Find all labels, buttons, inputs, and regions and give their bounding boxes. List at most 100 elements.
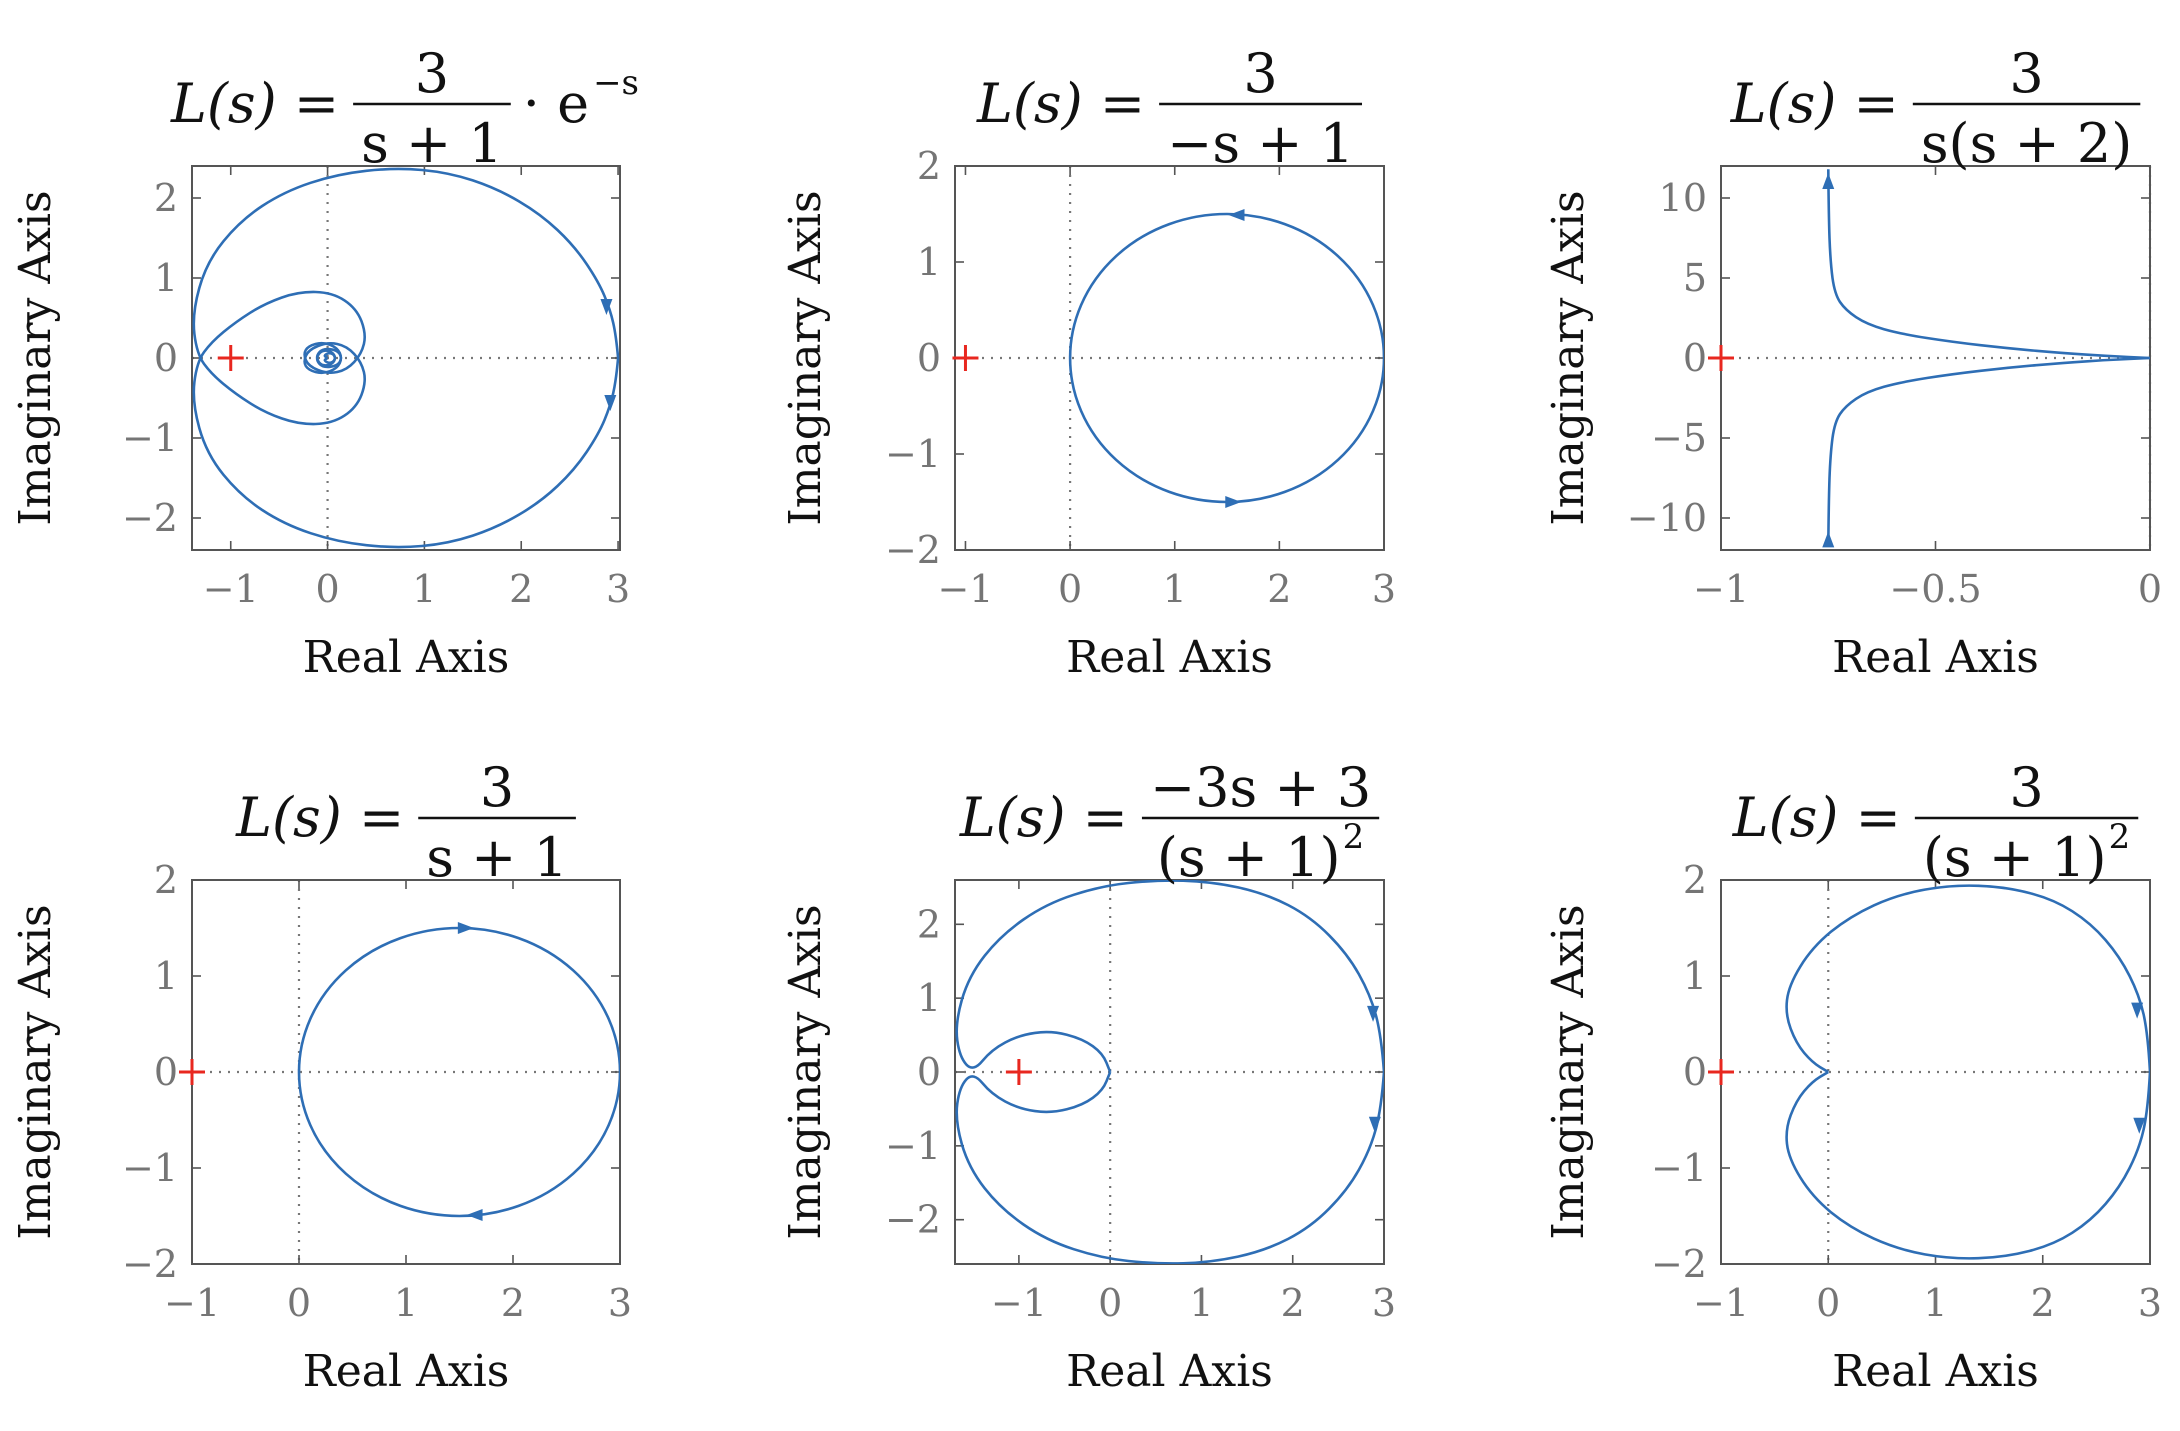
x-axis-label: Real Axis (303, 1346, 510, 1397)
direction-arrow (600, 299, 613, 315)
title-numerator: 3 (480, 756, 514, 819)
title-numerator: 3 (415, 42, 449, 105)
title-numerator: 3 (2009, 42, 2043, 105)
x-tick-label: 2 (501, 1281, 525, 1325)
y-tick-label: −2 (885, 1198, 941, 1242)
nyquist-curve (1785, 1070, 2150, 1260)
x-tick-label: −1 (937, 567, 993, 611)
title-exponent: −s (593, 63, 639, 103)
direction-arrow (1368, 1116, 1381, 1133)
title-lhs: L(s) = (235, 786, 404, 849)
title-denominator: s + 1 (426, 826, 568, 889)
x-axis-label: Real Axis (1832, 632, 2039, 683)
title-lhs: L(s) = (1732, 786, 1901, 849)
x-tick-label: 2 (2031, 1281, 2055, 1325)
direction-arrow (1822, 173, 1835, 189)
title-denominator: s + 1 (361, 112, 503, 175)
direction-arrow (1228, 208, 1245, 221)
direction-arrow (1367, 1005, 1380, 1022)
title-numerator: 3 (2009, 756, 2043, 819)
x-tick-label: 0 (1816, 1281, 1840, 1325)
y-tick-label: 1 (1683, 954, 1707, 998)
critical-point-marker (217, 345, 244, 371)
nyquist-panel: −1 −0.5 0 −10 −5 0 5 10 Real Axis Imaginary Axis L… (1543, 42, 2162, 683)
x-axis-label: Real Axis (1832, 1346, 2039, 1397)
y-tick-label: 1 (154, 954, 178, 998)
y-tick-label: −1 (1651, 1146, 1707, 1190)
x-tick-label: 1 (1923, 1281, 1947, 1325)
x-tick-label: 1 (1163, 567, 1187, 611)
y-tick-label: 1 (154, 256, 178, 300)
critical-point-marker (1708, 1059, 1734, 1085)
y-tick-label: −1 (122, 1146, 178, 1190)
x-tick-label: 0 (315, 567, 339, 611)
title-numerator: −3s + 3 (1150, 756, 1371, 819)
y-tick-label: 2 (917, 144, 941, 188)
title-denominator-exponent: 2 (2109, 817, 2131, 857)
y-tick-label: −2 (1651, 1242, 1707, 1286)
title-lhs: L(s) = (1730, 72, 1899, 135)
y-axis-label: Imaginary Axis (10, 190, 61, 525)
nyquist-curve (1827, 356, 2150, 547)
x-tick-label: −1 (1693, 567, 1749, 611)
y-tick-label: 1 (917, 240, 941, 284)
title-denominator: −s + 1 (1167, 112, 1354, 175)
y-tick-label: 0 (154, 336, 178, 380)
y-axis-label: Imaginary Axis (780, 190, 831, 525)
critical-point-marker (1708, 345, 1734, 371)
title-lhs: L(s) = (170, 72, 339, 135)
nyquist-curve (192, 290, 620, 549)
x-tick-label: 1 (394, 1281, 418, 1325)
chart-title: L(s) = 3 (s + 1) 2 (1732, 756, 2139, 889)
title-denominator: (s + 1) (1923, 826, 2107, 889)
title-numerator: 3 (1243, 42, 1277, 105)
x-tick-label: 2 (509, 567, 533, 611)
direction-arrow (604, 395, 617, 411)
x-tick-label: 0 (287, 1281, 311, 1325)
y-tick-label: −2 (885, 528, 941, 572)
direction-arrow (1822, 531, 1835, 548)
direction-arrow (466, 1209, 483, 1222)
nyquist-curve (955, 1071, 1384, 1264)
x-tick-label: −1 (164, 1281, 220, 1325)
y-tick-label: 2 (154, 858, 178, 902)
x-tick-label: −1 (203, 567, 259, 611)
y-axis-label: Imaginary Axis (780, 904, 831, 1239)
direction-arrow (2131, 1002, 2144, 1019)
title-suffix: · e (523, 72, 589, 135)
x-axis-label: Real Axis (1066, 632, 1273, 683)
y-tick-label: −1 (885, 432, 941, 476)
critical-point-marker (1005, 1059, 1032, 1085)
y-tick-label: 5 (1683, 256, 1707, 300)
x-tick-label: 2 (1267, 567, 1291, 611)
x-tick-label: 0 (2138, 567, 2162, 611)
y-tick-label: −1 (885, 1124, 941, 1168)
y-tick-label: 2 (1683, 858, 1707, 902)
title-lhs: L(s) = (959, 786, 1128, 849)
nyquist-curve (1785, 884, 2150, 1074)
direction-arrow (457, 922, 474, 934)
title-lhs: L(s) = (976, 72, 1145, 135)
x-tick-label: 0 (1058, 567, 1082, 611)
y-tick-label: 2 (154, 176, 178, 220)
chart-title: L(s) = −3s + 3 (s + 1) 2 (959, 756, 1380, 889)
x-axis-label: Real Axis (303, 632, 510, 683)
x-tick-label: 1 (1189, 1281, 1213, 1325)
direction-arrow (2133, 1117, 2146, 1134)
x-tick-label: 3 (1372, 1281, 1396, 1325)
chart-title: L(s) = 3 −s + 1 (976, 42, 1363, 175)
x-tick-label: 3 (606, 567, 630, 611)
y-tick-label: 0 (917, 336, 941, 380)
critical-point-marker (952, 345, 979, 371)
title-denominator: (s + 1) (1157, 826, 1341, 889)
nyquist-curve (1827, 169, 2150, 360)
x-tick-label: −1 (1693, 1281, 1749, 1325)
nyquist-curve (192, 167, 620, 426)
x-tick-label: 2 (1281, 1281, 1305, 1325)
y-tick-label: 2 (917, 902, 941, 946)
y-tick-label: 10 (1659, 176, 1707, 220)
